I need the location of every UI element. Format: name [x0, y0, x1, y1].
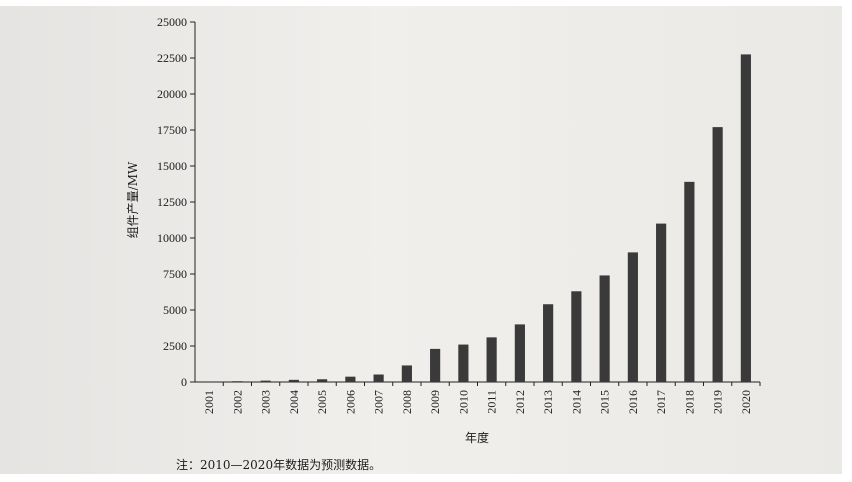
- x-axis-title: 年度: [465, 430, 489, 445]
- bar: [345, 376, 356, 382]
- y-tick-label: 25000: [157, 15, 187, 29]
- bar: [317, 379, 328, 382]
- x-tick-label: 2008: [400, 390, 414, 414]
- y-tick-label: 20000: [157, 87, 187, 101]
- x-tick-label: 2005: [315, 390, 329, 414]
- x-tick-label: 2014: [569, 390, 583, 414]
- x-tick-label: 2020: [739, 390, 753, 414]
- right-margin-strip: [842, 0, 852, 482]
- y-tick-label: 7500: [163, 267, 187, 281]
- footnote: 注：2010—2020年数据为预测数据。: [176, 458, 382, 472]
- bar: [401, 365, 412, 382]
- bar: [288, 379, 299, 382]
- x-tick-label: 2018: [682, 390, 696, 414]
- bar: [232, 381, 243, 383]
- y-tick-label: 17500: [157, 123, 187, 137]
- bar: [204, 381, 215, 383]
- x-tick-label: 2002: [230, 390, 244, 414]
- top-margin-strip: [0, 0, 852, 6]
- x-tick-label: 2013: [541, 390, 555, 414]
- y-tick-label: 2500: [163, 339, 187, 353]
- bar: [543, 304, 554, 382]
- x-tick-label: 2001: [202, 390, 216, 414]
- x-tick-label: 2009: [428, 390, 442, 414]
- x-tick-label: 2011: [485, 390, 499, 414]
- bar: [458, 344, 469, 382]
- y-tick-label: 0: [181, 375, 187, 389]
- bar: [656, 223, 667, 382]
- y-tick-label: 15000: [157, 159, 187, 173]
- x-tick-label: 2006: [343, 390, 357, 414]
- bar: [627, 252, 638, 382]
- bar: [599, 275, 610, 382]
- y-tick-label: 5000: [163, 303, 187, 317]
- x-tick-label: 2010: [456, 390, 470, 414]
- x-tick-label: 2015: [598, 390, 612, 414]
- bottom-margin-strip: [0, 474, 852, 482]
- x-tick-label: 2004: [287, 390, 301, 414]
- bar: [373, 374, 384, 382]
- bar: [740, 54, 751, 383]
- bar: [684, 181, 695, 382]
- bar: [571, 291, 582, 382]
- y-tick-label: 22500: [157, 51, 187, 65]
- x-tick-label: 2003: [259, 390, 273, 414]
- bar: [486, 337, 497, 382]
- bar: [260, 380, 271, 382]
- y-tick-label: 12500: [157, 195, 187, 209]
- y-tick-label: 10000: [157, 231, 187, 245]
- bar: [514, 324, 525, 382]
- y-axis-title: 组件产量/MW: [126, 161, 140, 238]
- bar: [712, 127, 723, 383]
- bar: [430, 348, 441, 382]
- x-tick-label: 2017: [654, 390, 668, 414]
- x-tick-label: 2007: [372, 390, 386, 414]
- x-tick-label: 2016: [626, 390, 640, 414]
- x-tick-label: 2012: [513, 390, 527, 414]
- x-tick-label: 2019: [711, 390, 725, 414]
